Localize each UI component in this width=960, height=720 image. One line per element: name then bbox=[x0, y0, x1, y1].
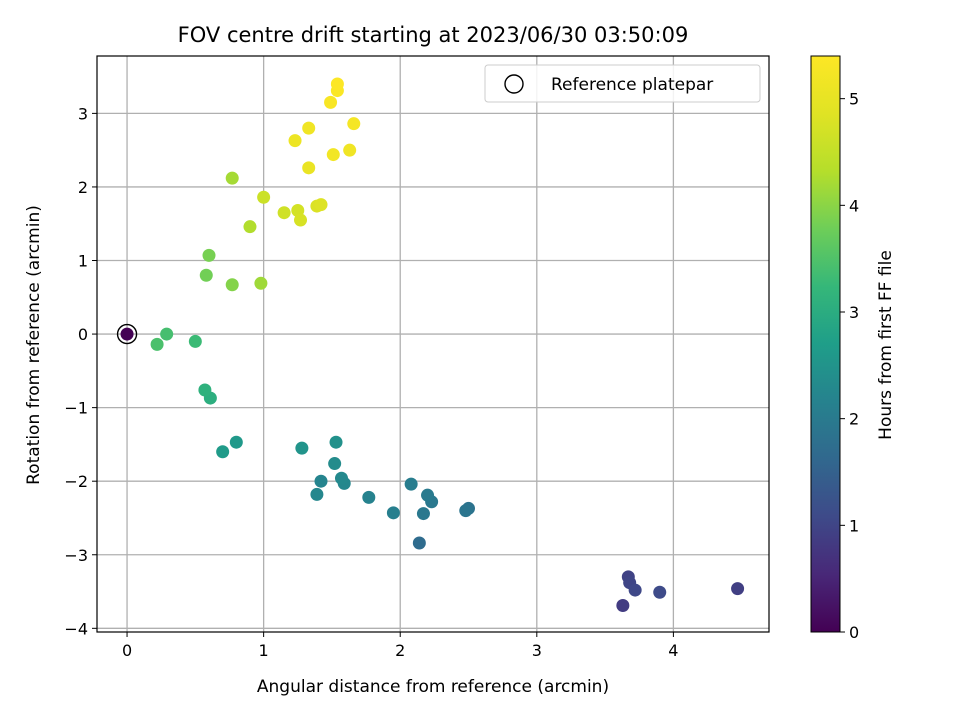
data-point bbox=[188, 334, 202, 348]
data-point bbox=[324, 95, 338, 109]
data-point bbox=[459, 504, 473, 518]
colorbar-tick-label: 1 bbox=[849, 516, 859, 535]
colorbar-gradient bbox=[810, 55, 841, 633]
reference-point-marker bbox=[116, 323, 138, 345]
data-point bbox=[326, 148, 340, 162]
data-point bbox=[225, 278, 239, 292]
data-point bbox=[653, 585, 667, 599]
data-point bbox=[404, 477, 418, 491]
data-point bbox=[199, 268, 213, 282]
data-point bbox=[343, 143, 357, 157]
y-tick-label: −3 bbox=[64, 546, 88, 565]
data-point bbox=[328, 457, 342, 471]
reference-point-fill bbox=[120, 327, 134, 341]
legend: Reference platepar bbox=[484, 64, 761, 103]
data-point bbox=[329, 435, 343, 449]
y-tick-label: 0 bbox=[78, 325, 88, 344]
data-point bbox=[150, 337, 164, 351]
data-point bbox=[243, 220, 257, 234]
x-tick-label: 0 bbox=[122, 641, 132, 660]
data-point bbox=[225, 171, 239, 185]
y-tick-label: −2 bbox=[64, 472, 88, 491]
x-tick-label: 3 bbox=[532, 641, 542, 660]
data-point bbox=[254, 276, 268, 290]
data-point bbox=[416, 507, 430, 521]
data-point bbox=[257, 190, 271, 204]
data-point bbox=[294, 213, 308, 227]
y-tick-label: −4 bbox=[64, 619, 88, 638]
data-point bbox=[330, 77, 344, 91]
data-point bbox=[229, 435, 243, 449]
data-point bbox=[334, 471, 348, 485]
data-point bbox=[288, 134, 302, 148]
data-point bbox=[216, 445, 230, 459]
data-point bbox=[386, 506, 400, 520]
data-point bbox=[302, 161, 316, 175]
y-tick-label: 2 bbox=[78, 178, 88, 197]
colorbar-label: Hours from first FF file bbox=[876, 250, 896, 440]
data-point bbox=[616, 599, 630, 613]
data-point bbox=[198, 383, 212, 397]
legend-marker-icon bbox=[504, 74, 524, 94]
data-point bbox=[277, 206, 291, 220]
colorbar-tick-label: 0 bbox=[849, 623, 859, 642]
legend-box bbox=[484, 64, 761, 103]
data-point bbox=[302, 121, 316, 135]
colorbar-tick-label: 5 bbox=[849, 90, 859, 109]
data-point bbox=[362, 490, 376, 504]
data-point bbox=[314, 198, 328, 212]
data-point bbox=[314, 474, 328, 488]
data-point bbox=[347, 117, 361, 131]
x-axis-label: Angular distance from reference (arcmin) bbox=[257, 677, 609, 697]
data-point bbox=[628, 583, 642, 597]
x-tick-label: 1 bbox=[259, 641, 269, 660]
data-point bbox=[160, 327, 174, 341]
y-tick-label: −1 bbox=[64, 399, 88, 418]
plot-area: 0 1 2 3 4 3 2 1 0 −1 −2 −3 −4 bbox=[64, 55, 770, 660]
colorbar-tick-label: 4 bbox=[849, 196, 859, 215]
legend-label: Reference platepar bbox=[551, 75, 713, 95]
data-point bbox=[202, 248, 216, 262]
y-tick-label: 3 bbox=[78, 104, 88, 123]
x-tick-label: 4 bbox=[668, 641, 678, 660]
data-point bbox=[295, 441, 309, 455]
x-tick-label: 2 bbox=[395, 641, 405, 660]
colorbar-tick-label: 3 bbox=[849, 303, 859, 322]
data-point bbox=[421, 488, 435, 502]
data-point bbox=[310, 487, 324, 501]
colorbar-ticks: 0 1 2 3 4 5 bbox=[840, 90, 859, 642]
plot-frame bbox=[96, 55, 770, 633]
data-point bbox=[731, 582, 745, 596]
data-point bbox=[412, 536, 426, 550]
colorbar: 0 1 2 3 4 5 Hours from first FF file bbox=[810, 55, 896, 642]
y-tick-label: 1 bbox=[78, 252, 88, 271]
chart-title: FOV centre drift starting at 2023/06/30 … bbox=[178, 23, 689, 47]
colorbar-tick-label: 2 bbox=[849, 410, 859, 429]
y-axis-label: Rotation from reference (arcmin) bbox=[24, 205, 44, 485]
